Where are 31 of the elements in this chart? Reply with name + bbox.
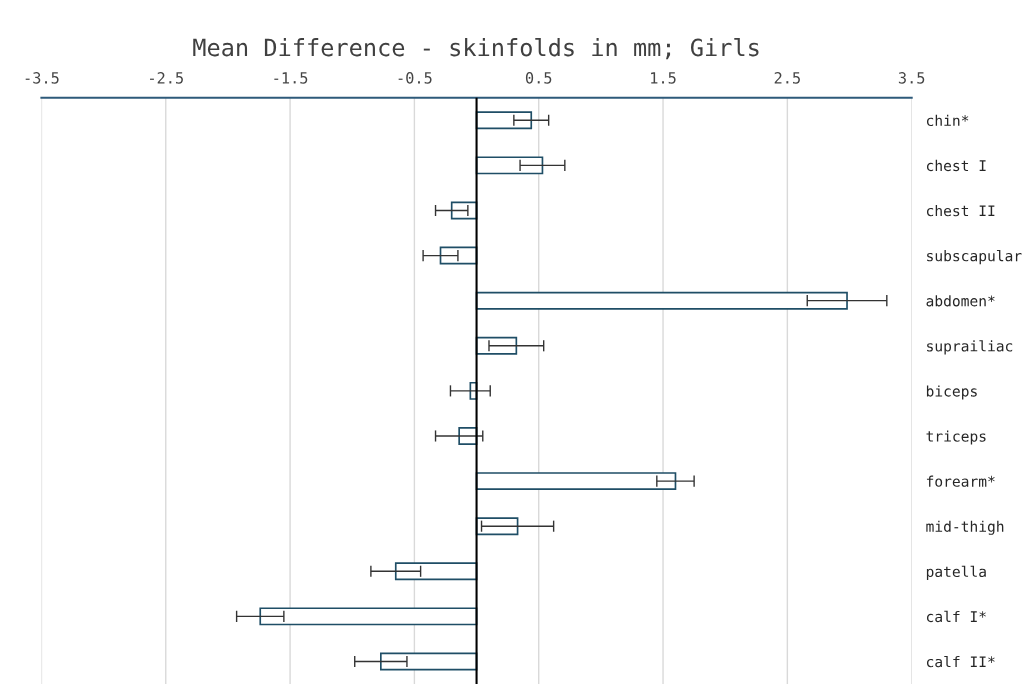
- x-tick-label: -0.5: [398, 72, 432, 84]
- y-tick-label: patella: [926, 565, 986, 580]
- y-tick-label: suprailiac: [927, 340, 1013, 355]
- y-tick-label: chin*: [926, 114, 969, 127]
- y-tick-label: abdomen*: [926, 295, 995, 307]
- x-tick-label: -1.5: [274, 72, 308, 84]
- chart-title: Mean Difference - skinfolds in mm; Girls: [193, 37, 759, 60]
- y-tick-label: calf I*: [926, 610, 986, 623]
- bar: [475, 472, 677, 491]
- x-tick-label: -2.5: [150, 72, 183, 84]
- x-tick-label: 2.5: [774, 72, 800, 84]
- y-tick-label: triceps: [926, 430, 986, 445]
- y-tick-label: mid-thigh: [926, 520, 1004, 535]
- y-tick-label: forearm*: [926, 475, 995, 487]
- bar: [475, 291, 848, 310]
- bar: [394, 562, 478, 581]
- bar: [475, 336, 518, 355]
- x-tick-label: 0.5: [525, 72, 552, 84]
- x-tick-label: 3.5: [898, 72, 925, 84]
- x-tick-label: -3.5: [25, 72, 59, 84]
- bar: [475, 156, 544, 175]
- bar: [379, 652, 478, 671]
- y-tick-label: subscapular: [927, 250, 1022, 265]
- bar: [259, 607, 478, 626]
- bar: [475, 111, 533, 130]
- x-tick-label: 1.5: [651, 72, 676, 84]
- y-tick-label: calf II*: [926, 655, 995, 668]
- y-tick-label: chest II: [926, 204, 995, 217]
- bar: [439, 246, 478, 265]
- y-tick-label: biceps: [926, 385, 977, 400]
- y-tick-label: chest I: [926, 159, 986, 172]
